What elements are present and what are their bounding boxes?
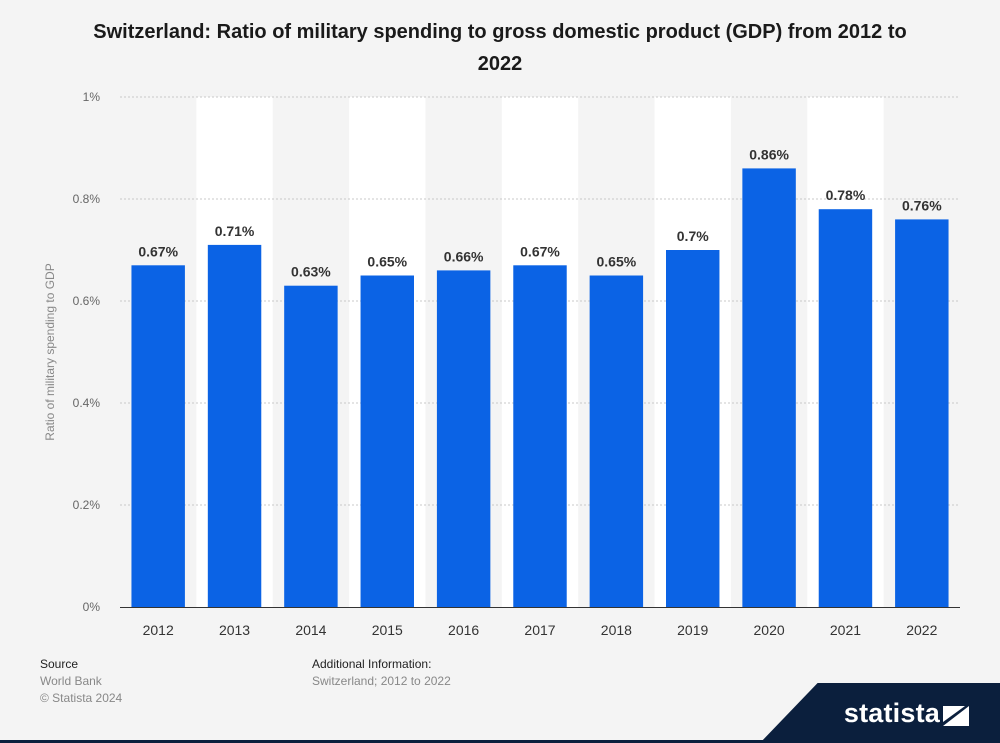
x-tick-label: 2021: [830, 622, 861, 638]
source-heading: Source: [40, 657, 79, 671]
y-tick-label: 0.2%: [73, 498, 101, 512]
data-label: 0.65%: [367, 254, 407, 270]
data-label: 0.66%: [444, 248, 484, 264]
x-tick-label: 2017: [524, 622, 555, 638]
additional-info-text: Switzerland; 2012 to 2022: [312, 674, 451, 688]
data-label: 0.63%: [291, 264, 331, 280]
y-tick-label: 0.4%: [73, 396, 101, 410]
data-label: 0.65%: [597, 254, 637, 270]
bar: [818, 209, 873, 607]
bar: [284, 285, 338, 607]
bar: [589, 275, 644, 607]
data-label: 0.67%: [138, 243, 178, 259]
x-tick-label: 2014: [295, 622, 326, 638]
source-block: Source World Bank © Statista 2024: [40, 656, 122, 707]
x-tick-label: 2012: [143, 622, 174, 638]
bar: [666, 250, 720, 607]
x-tick-label: 2015: [372, 622, 403, 638]
data-label: 0.76%: [902, 197, 942, 213]
y-tick-label: 1%: [83, 90, 101, 104]
bar: [513, 265, 567, 607]
y-tick-label: 0.6%: [73, 294, 101, 308]
bar-chart: 0% 0.2% 0.4% 0.6% 0.8% 1% Ratio of military sp…: [43, 90, 960, 638]
bar: [742, 168, 796, 607]
data-label: 0.78%: [826, 187, 866, 203]
source-name[interactable]: World Bank: [40, 674, 102, 688]
bar: [436, 270, 491, 607]
statista-logo-text[interactable]: statista: [843, 698, 940, 728]
bar: [207, 244, 262, 607]
x-tick-label: 2020: [754, 622, 785, 638]
x-tick-label: 2013: [219, 622, 250, 638]
bottom-bar: [0, 740, 1000, 743]
additional-info-heading: Additional Information:: [312, 657, 432, 671]
x-tick-label: 2019: [677, 622, 708, 638]
chart-title: Switzerland: Ratio of military spending …: [93, 21, 907, 75]
data-label: 0.7%: [677, 228, 709, 244]
data-label: 0.67%: [520, 243, 560, 259]
x-tick-label: 2022: [906, 622, 937, 638]
x-tick-label: 2018: [601, 622, 632, 638]
copyright-text: © Statista 2024: [40, 691, 123, 705]
bar: [895, 219, 949, 607]
data-label: 0.86%: [749, 146, 789, 162]
x-tick-label: 2016: [448, 622, 479, 638]
y-axis-title: Ratio of military spending to GDP: [43, 263, 57, 440]
additional-info-block: Additional Information: Switzerland; 201…: [312, 656, 451, 690]
data-label: 0.71%: [215, 223, 255, 239]
bar: [131, 265, 185, 607]
bar: [360, 275, 414, 607]
y-tick-label: 0.8%: [73, 192, 101, 206]
y-tick-label: 0%: [83, 600, 101, 614]
statista-logo-icon: [943, 706, 969, 726]
